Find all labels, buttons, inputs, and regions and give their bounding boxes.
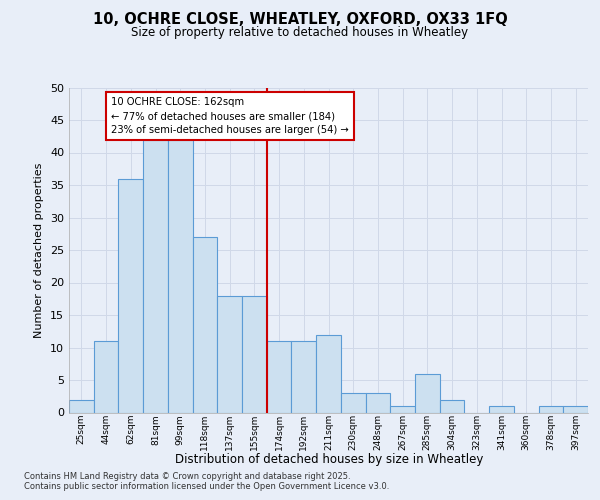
- Bar: [440, 400, 464, 412]
- Bar: [94, 341, 118, 412]
- Text: 10 OCHRE CLOSE: 162sqm
← 77% of detached houses are smaller (184)
23% of semi-de: 10 OCHRE CLOSE: 162sqm ← 77% of detached…: [111, 97, 349, 135]
- Bar: [341, 393, 365, 412]
- Text: Contains HM Land Registry data © Crown copyright and database right 2025.: Contains HM Land Registry data © Crown c…: [24, 472, 350, 481]
- Bar: [365, 393, 390, 412]
- Bar: [217, 296, 242, 412]
- Bar: [118, 178, 143, 412]
- Bar: [69, 400, 94, 412]
- Bar: [143, 140, 168, 412]
- Bar: [316, 334, 341, 412]
- Text: Contains public sector information licensed under the Open Government Licence v3: Contains public sector information licen…: [24, 482, 389, 491]
- Bar: [390, 406, 415, 412]
- Bar: [168, 140, 193, 412]
- Bar: [242, 296, 267, 412]
- Y-axis label: Number of detached properties: Number of detached properties: [34, 162, 44, 338]
- Bar: [539, 406, 563, 412]
- Bar: [267, 341, 292, 412]
- Bar: [415, 374, 440, 412]
- Bar: [193, 237, 217, 412]
- Bar: [292, 341, 316, 412]
- Text: Distribution of detached houses by size in Wheatley: Distribution of detached houses by size …: [175, 452, 483, 466]
- Text: 10, OCHRE CLOSE, WHEATLEY, OXFORD, OX33 1FQ: 10, OCHRE CLOSE, WHEATLEY, OXFORD, OX33 …: [92, 12, 508, 28]
- Text: Size of property relative to detached houses in Wheatley: Size of property relative to detached ho…: [131, 26, 469, 39]
- Bar: [563, 406, 588, 412]
- Bar: [489, 406, 514, 412]
